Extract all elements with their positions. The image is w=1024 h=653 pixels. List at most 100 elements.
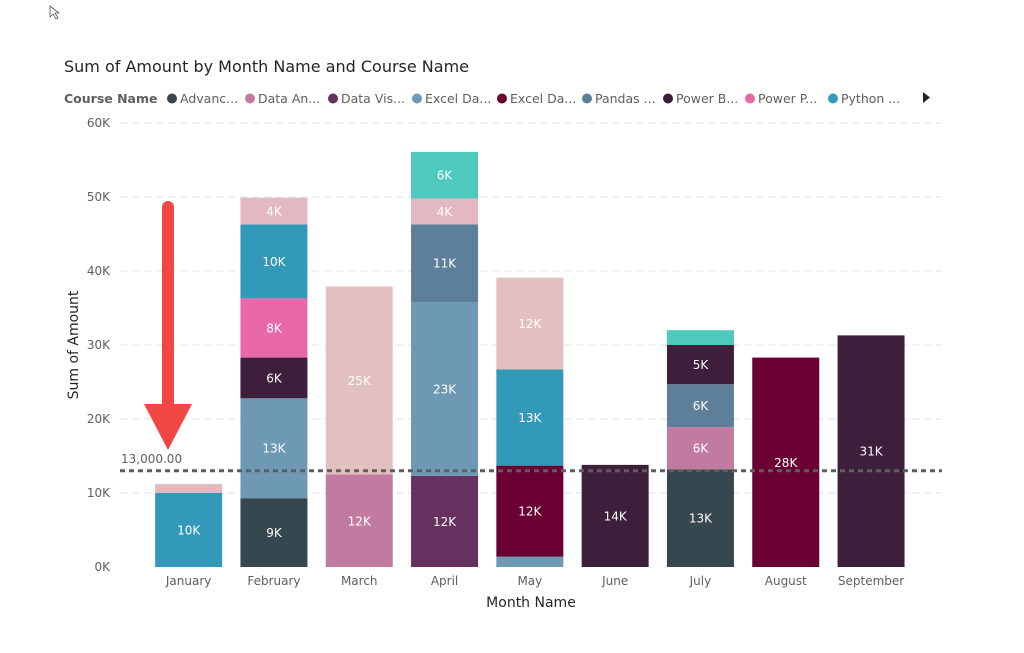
data-label: 13K bbox=[262, 442, 286, 456]
data-label: 12K bbox=[433, 515, 457, 529]
legend-marker bbox=[745, 93, 755, 104]
bar-segment[interactable] bbox=[240, 498, 308, 567]
bar-september[interactable]: 31K bbox=[837, 335, 905, 567]
legend-next-arrow-icon[interactable] bbox=[923, 92, 930, 103]
bar-segment[interactable] bbox=[411, 302, 479, 476]
x-tick-label: February bbox=[247, 574, 300, 588]
bar-april[interactable]: 12K 23K 11K 4K 6K bbox=[411, 151, 479, 567]
bar-segment[interactable] bbox=[666, 469, 734, 567]
legend-item-label[interactable]: Data An... bbox=[258, 91, 320, 106]
legend-marker bbox=[412, 93, 422, 104]
data-label: 31K bbox=[859, 445, 883, 459]
y-axis: 0K 10K 20K 30K 40K 50K 60K bbox=[87, 116, 111, 574]
red-arrow-annotation bbox=[144, 201, 192, 450]
bar-segment[interactable] bbox=[240, 224, 308, 299]
data-label: 6K bbox=[693, 399, 710, 413]
bar-segment[interactable] bbox=[666, 384, 734, 428]
data-label: 12K bbox=[518, 505, 542, 519]
bar-segment[interactable] bbox=[666, 330, 734, 345]
legend-item-label[interactable]: Power P... bbox=[758, 91, 817, 106]
data-label: 28K bbox=[774, 456, 798, 470]
legend-item-label[interactable]: Excel Da... bbox=[425, 91, 491, 106]
bars[interactable]: 10K 9K13K6K8K10K4K12K25K12K23K11K4K6K12K1… bbox=[155, 151, 905, 568]
bar-segment[interactable] bbox=[496, 465, 564, 557]
bar-segment[interactable] bbox=[155, 484, 223, 493]
legend-marker bbox=[245, 93, 255, 104]
bar-segment[interactable] bbox=[240, 298, 308, 358]
legend-item-label[interactable]: Pandas ... bbox=[595, 91, 656, 106]
bar-segment[interactable] bbox=[666, 427, 734, 470]
bar-segment[interactable] bbox=[325, 286, 393, 475]
data-label: 10K bbox=[177, 524, 201, 538]
bar-august[interactable]: 28K bbox=[752, 357, 820, 567]
legend-marker bbox=[582, 93, 592, 104]
y-tick-label: 40K bbox=[87, 264, 111, 278]
bar-segment[interactable] bbox=[496, 556, 564, 567]
legend-item-label[interactable]: Python ... bbox=[841, 91, 900, 106]
x-tick-label: July bbox=[689, 574, 712, 588]
bar-segment[interactable] bbox=[837, 335, 905, 567]
chart-title: Sum of Amount by Month Name and Course N… bbox=[64, 57, 469, 76]
x-tick-label: August bbox=[765, 574, 807, 588]
data-label: 13K bbox=[689, 512, 713, 526]
data-label: 9K bbox=[266, 526, 283, 540]
data-label: 12K bbox=[348, 514, 372, 528]
bar-may[interactable]: 12K 13K 12K bbox=[496, 277, 564, 567]
bar-segment[interactable] bbox=[240, 197, 308, 225]
data-label: 6K bbox=[693, 442, 710, 456]
x-tick-label: May bbox=[517, 574, 542, 588]
legend[interactable]: Advanc... Data An... Data Vis... Excel Da..… bbox=[167, 91, 900, 106]
x-tick-label: June bbox=[601, 574, 628, 588]
data-label: 5K bbox=[693, 358, 710, 372]
bar-january[interactable]: 10K bbox=[155, 484, 223, 567]
bar-segment[interactable] bbox=[240, 398, 308, 499]
data-label: 14K bbox=[604, 509, 628, 523]
reference-line-group: 13,000.00 bbox=[120, 452, 942, 473]
y-tick-label: 30K bbox=[87, 338, 111, 352]
bar-segment[interactable] bbox=[155, 493, 223, 567]
y-tick-label: 10K bbox=[87, 486, 111, 500]
data-label: 12K bbox=[518, 317, 542, 331]
x-tick-label: March bbox=[341, 574, 378, 588]
x-tick-label: April bbox=[431, 574, 458, 588]
bar-segment[interactable] bbox=[496, 369, 564, 466]
data-label: 13K bbox=[518, 411, 542, 425]
y-tick-label: 20K bbox=[87, 412, 111, 426]
data-label: 4K bbox=[437, 205, 454, 219]
bar-segment[interactable] bbox=[240, 357, 308, 399]
legend-marker bbox=[328, 93, 338, 104]
y-tick-label: 60K bbox=[87, 116, 111, 130]
bar-june[interactable]: 14K bbox=[581, 464, 649, 567]
legend-item-label[interactable]: Advanc... bbox=[180, 91, 238, 106]
data-label: 25K bbox=[348, 374, 372, 388]
bar-segment[interactable] bbox=[411, 198, 479, 225]
bar-july[interactable]: 13K 6K 6K 5K bbox=[666, 330, 734, 567]
data-label: 23K bbox=[433, 383, 457, 397]
legend-marker bbox=[663, 93, 673, 104]
x-axis-title: Month Name bbox=[486, 595, 576, 611]
legend-item-label[interactable]: Data Vis... bbox=[341, 91, 405, 106]
data-label: 11K bbox=[433, 257, 457, 271]
bar-february[interactable]: 9K 13K 6K 8K 10K 4K bbox=[240, 197, 308, 567]
data-label: 6K bbox=[266, 371, 283, 385]
bar-segment[interactable] bbox=[752, 357, 820, 567]
bar-segment[interactable] bbox=[411, 475, 479, 567]
y-tick-label: 0K bbox=[94, 560, 111, 574]
mouse-cursor-icon bbox=[49, 5, 61, 20]
reference-line-label: 13,000.00 bbox=[121, 452, 182, 466]
bar-segment[interactable] bbox=[411, 151, 479, 199]
legend-title: Course Name bbox=[64, 91, 158, 106]
legend-item-label[interactable]: Excel Da... bbox=[510, 91, 576, 106]
bar-segment[interactable] bbox=[666, 345, 734, 385]
bar-segment[interactable] bbox=[325, 474, 393, 568]
bar-segment[interactable] bbox=[411, 224, 479, 303]
bar-segment[interactable] bbox=[496, 277, 564, 370]
legend-marker bbox=[167, 93, 177, 104]
x-axis: January February March April May June July Augu… bbox=[165, 574, 904, 588]
bar-segment[interactable] bbox=[581, 464, 649, 567]
data-label: 4K bbox=[266, 205, 283, 219]
bar-march[interactable]: 12K 25K bbox=[325, 286, 393, 568]
legend-item-label[interactable]: Power B... bbox=[676, 91, 738, 106]
y-axis-title: Sum of Amount bbox=[66, 290, 82, 399]
